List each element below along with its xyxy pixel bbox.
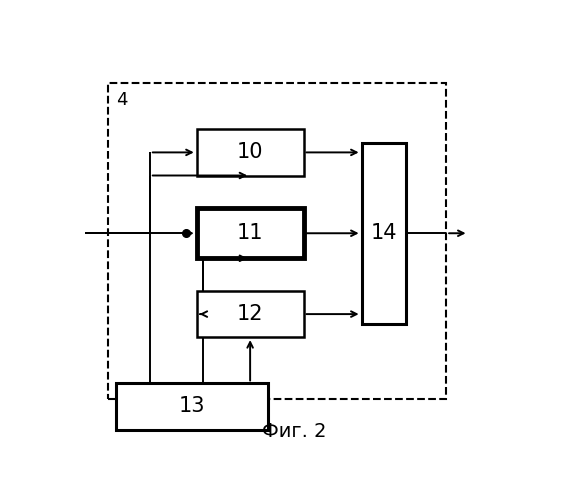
Text: 10: 10 <box>237 142 263 163</box>
Bar <box>116 384 268 430</box>
Bar <box>197 291 304 337</box>
Text: 12: 12 <box>237 304 263 324</box>
Text: 14: 14 <box>370 223 397 244</box>
Bar <box>108 83 446 399</box>
Bar <box>197 208 304 258</box>
Text: 4: 4 <box>116 91 128 109</box>
Bar <box>197 130 304 176</box>
Text: 11: 11 <box>237 223 263 244</box>
Text: Фиг. 2: Фиг. 2 <box>262 422 327 441</box>
Text: 13: 13 <box>179 396 205 416</box>
Bar <box>362 143 406 324</box>
